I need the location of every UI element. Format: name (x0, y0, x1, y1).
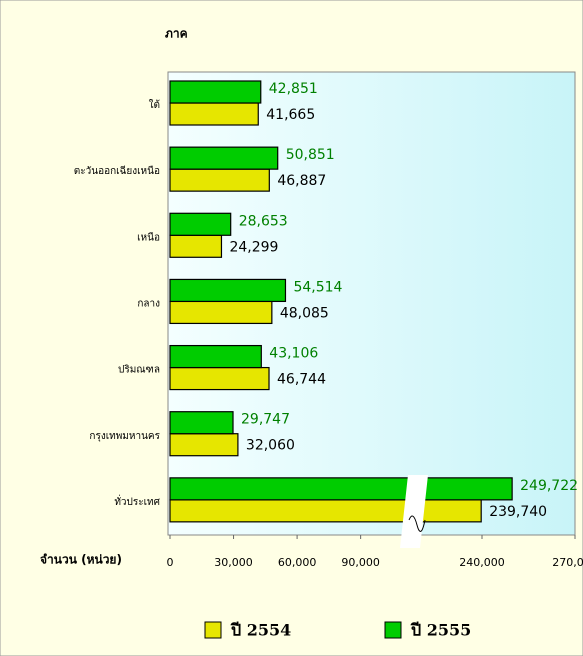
bar (169, 344, 262, 369)
x-axis-label: จำนวน (หน่วย) (40, 553, 122, 567)
axis-break-line (408, 515, 426, 532)
axis-break (400, 475, 428, 548)
value-label: 46,887 (277, 173, 326, 189)
bar (169, 366, 270, 391)
x-tick-label: 270,000 (552, 556, 583, 569)
bar (169, 102, 259, 126)
value-label: 46,744 (277, 372, 326, 388)
y-tick-label: ปริมณฑล (118, 365, 160, 376)
legend-label: ปี 2555 (410, 621, 472, 640)
bar (169, 146, 279, 170)
bar (169, 278, 287, 303)
legend-label: ปี 2554 (230, 621, 292, 640)
bar (169, 80, 262, 104)
value-label: 29,747 (241, 412, 290, 428)
value-label: 41,665 (266, 107, 315, 123)
value-label: 24,299 (229, 239, 278, 255)
value-label: 50,851 (286, 147, 335, 163)
bar (169, 477, 513, 501)
x-tick-label: 60,000 (278, 556, 317, 569)
value-label: 249,722 (520, 478, 578, 494)
y-tick-label: ใต้ (149, 99, 160, 111)
value-label: 54,514 (293, 279, 342, 295)
value-label: 28,653 (239, 213, 288, 229)
value-label: 42,851 (269, 81, 318, 97)
bar (169, 433, 239, 457)
bar (169, 234, 223, 258)
value-label: 43,106 (269, 346, 318, 362)
bar (169, 168, 270, 192)
legend-swatch (384, 621, 402, 639)
y-axis-label: ภาค (165, 27, 188, 41)
value-label: 239,740 (489, 504, 547, 520)
x-tick-label: 0 (167, 556, 174, 569)
y-tick-label: ตะวันออกเฉียงเหนือ (74, 165, 160, 177)
x-tick-label: 240,000 (459, 556, 505, 569)
bar (169, 300, 273, 325)
y-tick-label: ทั่วประเทศ (114, 494, 160, 508)
x-tick-label: 30,000 (214, 556, 253, 569)
x-tick-label: 90,000 (341, 556, 380, 569)
bar (169, 411, 234, 435)
bar (169, 499, 482, 523)
y-tick-label: กรุงเทพมหานคร (89, 431, 160, 442)
legend-swatch (204, 621, 222, 639)
y-tick-label: เหนือ (137, 231, 160, 243)
value-label: 32,060 (246, 438, 295, 454)
y-tick-label: กลาง (137, 299, 160, 310)
bar (169, 212, 232, 236)
value-label: 48,085 (280, 305, 329, 321)
